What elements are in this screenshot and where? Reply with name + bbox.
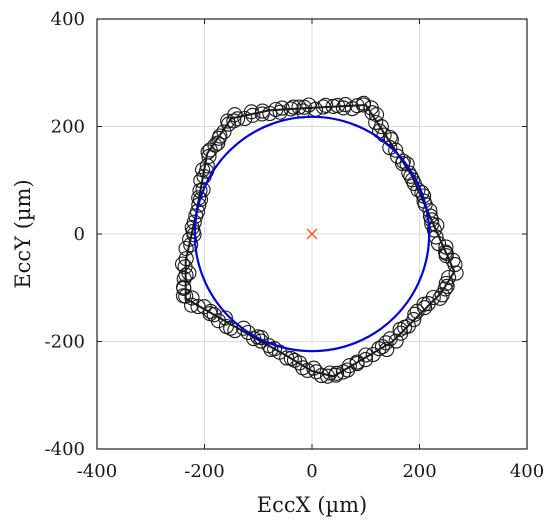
data-point — [291, 99, 307, 115]
data-point — [306, 360, 322, 376]
data-point — [388, 142, 404, 158]
data-point — [268, 101, 284, 118]
data-point — [192, 191, 209, 208]
data-point — [263, 341, 279, 357]
x-tick-label: -400 — [77, 461, 117, 482]
data-point — [434, 287, 450, 303]
data-point — [329, 365, 345, 381]
x-tick-label: 200 — [402, 461, 436, 482]
data-point — [382, 129, 398, 146]
data-point — [448, 265, 464, 281]
data-point — [368, 114, 384, 131]
data-point — [176, 271, 192, 287]
data-point — [407, 306, 423, 322]
data-point — [230, 111, 246, 127]
data-point — [439, 278, 455, 294]
data-point — [184, 290, 200, 306]
data-point — [218, 318, 234, 335]
data-point — [379, 341, 395, 358]
data-point — [318, 97, 334, 113]
data-point — [447, 257, 463, 273]
data-point — [182, 231, 198, 247]
data-point — [196, 299, 212, 315]
data-point — [190, 298, 206, 315]
data-point — [283, 350, 299, 367]
data-point — [420, 296, 436, 312]
data-point — [227, 107, 243, 123]
data-point — [195, 162, 211, 178]
data-point — [416, 188, 432, 204]
data-point — [365, 346, 381, 363]
data-point — [216, 124, 232, 140]
data-point — [178, 251, 194, 267]
center-marker — [306, 228, 318, 240]
data-point — [357, 352, 374, 368]
x-tick-label: 400 — [510, 461, 544, 482]
fit-circle — [193, 115, 431, 353]
axis-ticks: -400 -200 0 200 400 -400 -200 0 200 400 — [45, 9, 545, 482]
data-point — [295, 360, 311, 376]
y-tick-label: 0 — [74, 224, 85, 245]
data-point — [308, 364, 324, 380]
data-point — [212, 128, 228, 144]
data-point — [426, 222, 442, 238]
data-point — [371, 341, 387, 357]
trajectory-line — [184, 103, 456, 378]
data-point — [254, 106, 270, 122]
data-point — [337, 97, 353, 113]
data-point — [178, 240, 194, 257]
data-point — [438, 239, 454, 255]
x-axis-label: EccX (µm) — [257, 493, 367, 517]
data-point — [355, 97, 371, 113]
data-point — [191, 197, 207, 213]
data-point — [183, 297, 200, 313]
data-point — [178, 288, 194, 304]
data-point — [409, 303, 425, 319]
data-point — [174, 256, 191, 272]
data-point — [274, 100, 290, 116]
y-tick-label: 400 — [51, 9, 85, 30]
center-marker-layer — [306, 228, 318, 240]
y-axis-label: EccY (µm) — [11, 179, 35, 288]
data-point — [388, 333, 404, 349]
data-points — [174, 95, 464, 384]
x-tick-label: 0 — [306, 461, 317, 482]
data-point — [176, 279, 192, 295]
data-point — [423, 212, 440, 228]
fit-circle-layer — [193, 115, 431, 353]
data-point — [217, 310, 233, 326]
data-point — [285, 99, 302, 115]
y-tick-label: -200 — [45, 332, 85, 353]
data-point — [374, 339, 390, 355]
data-point — [236, 320, 252, 336]
x-tick-label: -200 — [184, 461, 224, 482]
data-point — [177, 259, 193, 275]
y-tick-label: -400 — [45, 439, 85, 460]
data-point — [226, 113, 242, 129]
data-point — [325, 98, 341, 114]
data-point — [414, 185, 430, 201]
data-point — [286, 352, 303, 368]
data-point — [296, 99, 312, 115]
data-point — [320, 368, 336, 384]
data-point — [245, 107, 261, 123]
data-point — [178, 267, 194, 283]
y-tick-label: 200 — [51, 117, 85, 138]
data-point — [335, 364, 351, 380]
data-point — [382, 331, 398, 347]
